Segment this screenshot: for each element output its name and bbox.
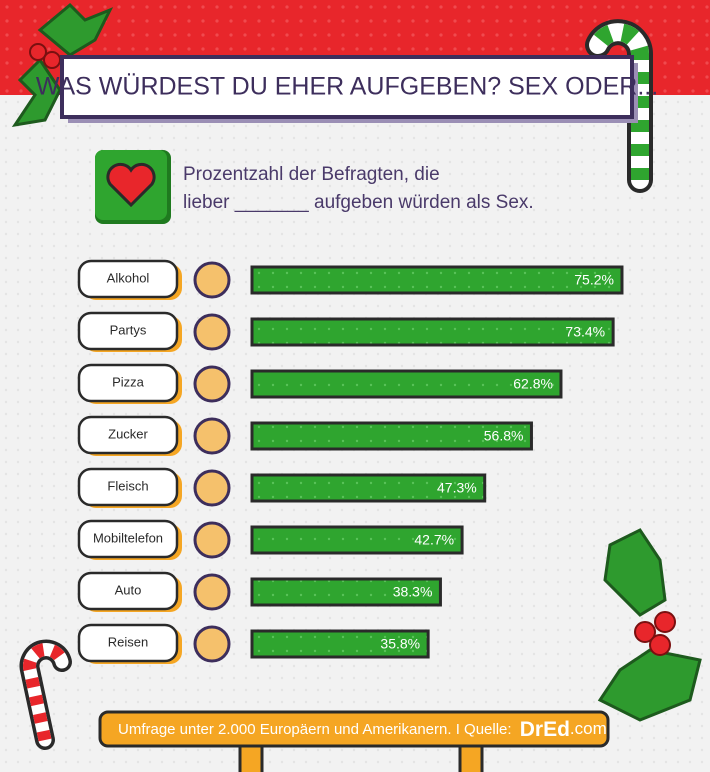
- post: [458, 743, 484, 772]
- icon: [193, 469, 231, 507]
- value-label: 47.3%: [437, 480, 477, 496]
- candy-cane-top: [585, 19, 653, 193]
- post: [238, 743, 264, 772]
- footer-box: [98, 710, 610, 748]
- icon: [193, 625, 231, 663]
- footer-brand: DrEd: [520, 718, 570, 741]
- holly-bottom: [597, 528, 702, 722]
- subtitle-line: Prozentzahl der Befragten, die: [183, 164, 440, 185]
- value-label: 35.8%: [380, 636, 420, 652]
- label-bubble: [77, 571, 179, 611]
- value-label: 42.7%: [414, 532, 454, 548]
- chart-title: WAS WÜRDEST DU EHER AUFGEBEN? SEX ODER..…: [36, 73, 658, 101]
- icon: [193, 573, 231, 611]
- footer-text: Umfrage unter 2.000 Europäern und Amerik…: [118, 718, 607, 741]
- category-label: Pizza: [112, 374, 145, 389]
- bar: [250, 525, 464, 555]
- label-bubble: [77, 623, 179, 663]
- label-bubble: [77, 519, 179, 559]
- bar: [250, 473, 487, 503]
- icon: [193, 365, 231, 403]
- footer-brand-suffix: .com: [570, 719, 607, 738]
- icon: [193, 261, 231, 299]
- value-label: 75.2%: [574, 272, 614, 288]
- category-label: Fleisch: [107, 478, 148, 493]
- category-label: Partys: [110, 322, 147, 337]
- value-label: 56.8%: [484, 428, 524, 444]
- label-bubble: [77, 467, 179, 507]
- icon: [193, 313, 231, 351]
- category-label: Auto: [115, 582, 142, 597]
- holly-top: [11, 2, 114, 128]
- category-label: Mobiltelefon: [93, 530, 163, 545]
- heart-icon: [95, 150, 171, 224]
- label-bubble: [77, 311, 179, 351]
- label-bubble: [77, 363, 179, 403]
- bar: [250, 265, 624, 295]
- label-bubble: [77, 415, 179, 455]
- bar: [250, 629, 430, 659]
- bar: [250, 369, 563, 399]
- title-box: [60, 55, 634, 119]
- subtitle-line: lieber _______ aufgeben würden als Sex.: [183, 192, 534, 213]
- category-label: Zucker: [108, 426, 148, 441]
- label-bubble: [77, 259, 179, 299]
- bar: [250, 577, 442, 607]
- value-label: 38.3%: [393, 584, 433, 600]
- icon: [193, 521, 231, 559]
- bar: [250, 421, 533, 451]
- category-label: Alkohol: [107, 270, 150, 285]
- icon: [193, 417, 231, 455]
- candy-cane-bottom: [19, 639, 72, 750]
- value-label: 73.4%: [565, 324, 605, 340]
- value-label: 62.8%: [513, 376, 553, 392]
- category-label: Reisen: [108, 634, 148, 649]
- bar: [250, 317, 615, 347]
- footer-source: Umfrage unter 2.000 Europäern und Amerik…: [118, 721, 512, 738]
